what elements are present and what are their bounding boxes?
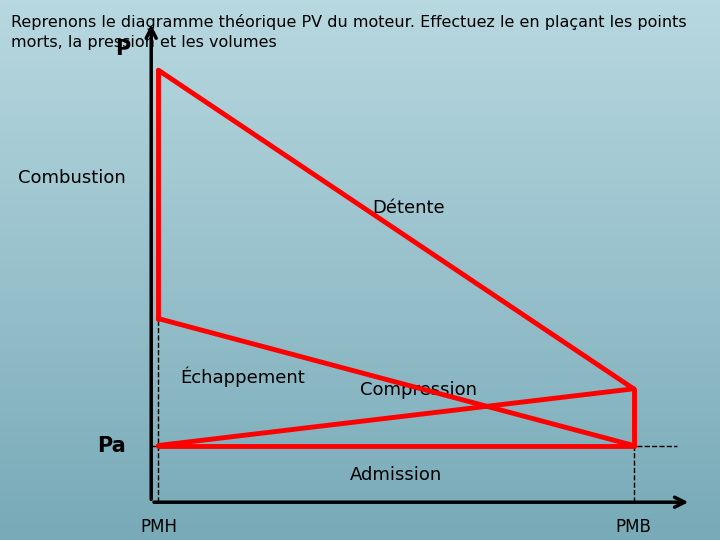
Text: Détente: Détente	[372, 199, 445, 217]
Text: P: P	[114, 38, 130, 59]
Text: PMH: PMH	[140, 518, 177, 536]
Text: Admission: Admission	[350, 466, 442, 484]
Text: Échappement: Échappement	[180, 367, 305, 387]
Text: Combustion: Combustion	[18, 169, 126, 187]
Text: Compression: Compression	[360, 381, 477, 399]
Text: PMB: PMB	[616, 518, 652, 536]
Text: morts, la pression et les volumes: morts, la pression et les volumes	[11, 35, 276, 50]
Text: Pa: Pa	[97, 435, 126, 456]
Text: Reprenons le diagramme théorique PV du moteur. Effectuez le en plaçant les point: Reprenons le diagramme théorique PV du m…	[11, 14, 686, 30]
